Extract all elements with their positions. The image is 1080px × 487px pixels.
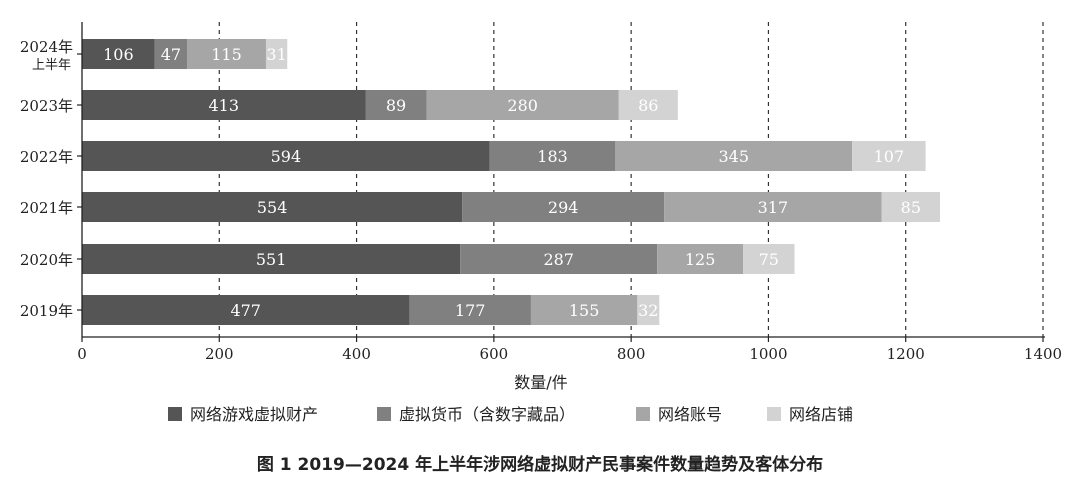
x-tick-label-0: 0 <box>77 345 87 363</box>
x-tick-label-1000: 1000 <box>749 345 787 363</box>
bar-segment-0-1 <box>154 39 188 69</box>
x-tick-label-400: 400 <box>342 345 371 363</box>
bar-segment-0-2 <box>187 39 266 69</box>
data-label-5-1: 177 <box>455 301 486 320</box>
legend-label-2: 网络账号 <box>658 405 722 424</box>
data-label-3-3: 85 <box>901 198 921 217</box>
x-tick-label-800: 800 <box>617 345 646 363</box>
data-label-1-0: 413 <box>208 96 239 115</box>
legend-label-0: 网络游戏虚拟财产 <box>190 405 318 424</box>
bar-segment-4-3 <box>743 244 795 274</box>
bar-segment-2-0 <box>82 141 490 171</box>
x-tick-label-600: 600 <box>480 345 509 363</box>
bar-segment-1-1 <box>365 90 427 120</box>
bar-segment-0-3 <box>265 39 288 69</box>
data-label-2-2: 345 <box>718 147 749 166</box>
y-tick-label-4: 2020年 <box>20 251 73 269</box>
x-tick-label-1200: 1200 <box>887 345 925 363</box>
data-label-0-0: 106 <box>103 45 134 64</box>
legend-label-1: 虚拟货币（含数字藏品） <box>399 405 575 424</box>
data-label-5-0: 477 <box>230 301 261 320</box>
data-label-5-3: 32 <box>638 301 658 320</box>
bar-segment-5-1 <box>409 295 531 325</box>
x-tick-label-1400: 1400 <box>1024 345 1062 363</box>
bar-segment-4-0 <box>82 244 461 274</box>
bar-segment-2-2 <box>615 141 853 171</box>
bar-segment-2-1 <box>489 141 616 171</box>
data-label-3-1: 294 <box>548 198 579 217</box>
y-tick-label-5: 2019年 <box>20 302 73 320</box>
data-label-4-0: 551 <box>256 250 287 269</box>
legend-swatch-1 <box>377 407 391 421</box>
legend-swatch-3 <box>767 407 781 421</box>
data-label-0-1: 47 <box>161 45 181 64</box>
bar-segment-3-3 <box>881 192 941 222</box>
x-axis-title: 数量/件 <box>514 373 567 392</box>
legend-swatch-2 <box>636 407 650 421</box>
data-label-3-0: 554 <box>257 198 288 217</box>
x-tick-label-200: 200 <box>205 345 234 363</box>
bar-segment-1-3 <box>618 90 678 120</box>
chart-caption: 图 1 2019—2024 年上半年涉网络虚拟财产民事案件数量趋势及客体分布 <box>257 454 823 475</box>
data-label-0-2: 115 <box>211 45 242 64</box>
legend-swatch-0 <box>168 407 182 421</box>
bar-segment-5-0 <box>82 295 410 325</box>
data-label-1-3: 86 <box>638 96 658 115</box>
data-label-5-2: 155 <box>569 301 600 320</box>
data-label-0-3: 31 <box>266 45 286 64</box>
data-label-4-2: 125 <box>685 250 716 269</box>
y-tick-label-2: 2022年 <box>20 148 73 166</box>
bar-segment-4-1 <box>460 244 658 274</box>
bar-segment-2-3 <box>852 141 926 171</box>
bar-segment-1-2 <box>426 90 619 120</box>
bars: 106 47 115 31 413 89 280 86 594 183 345 107 554 294 31… <box>82 39 941 325</box>
legend: 网络游戏虚拟财产 虚拟货币（含数字藏品） 网络账号 网络店铺 <box>168 405 853 424</box>
bar-segment-0-0 <box>82 39 155 69</box>
y-tick-label-3: 2021年 <box>20 199 73 217</box>
legend-label-3: 网络店铺 <box>789 405 853 424</box>
data-label-4-3: 75 <box>759 250 779 269</box>
bar-segment-3-0 <box>82 192 463 222</box>
data-label-2-3: 107 <box>874 147 905 166</box>
bar-segment-3-2 <box>664 192 882 222</box>
y-tick-label-0: 2024年上半年 <box>20 38 73 73</box>
bar-segment-1-0 <box>82 90 366 120</box>
data-label-1-1: 89 <box>386 96 406 115</box>
bar-segment-5-2 <box>530 295 638 325</box>
data-label-4-1: 287 <box>543 250 574 269</box>
data-label-1-2: 280 <box>507 96 538 115</box>
axes: 0 200 400 600 800 1000 1200 1400 2024年上半年 2023年 20… <box>20 22 1062 363</box>
data-label-3-2: 317 <box>758 198 789 217</box>
data-label-2-0: 594 <box>271 147 302 166</box>
bar-segment-4-2 <box>657 244 744 274</box>
gridlines <box>218 22 1044 337</box>
bar-segment-5-3 <box>637 295 660 325</box>
data-label-2-1: 183 <box>537 147 568 166</box>
y-tick-label-1: 2023年 <box>20 97 73 115</box>
bar-segment-3-1 <box>462 192 665 222</box>
